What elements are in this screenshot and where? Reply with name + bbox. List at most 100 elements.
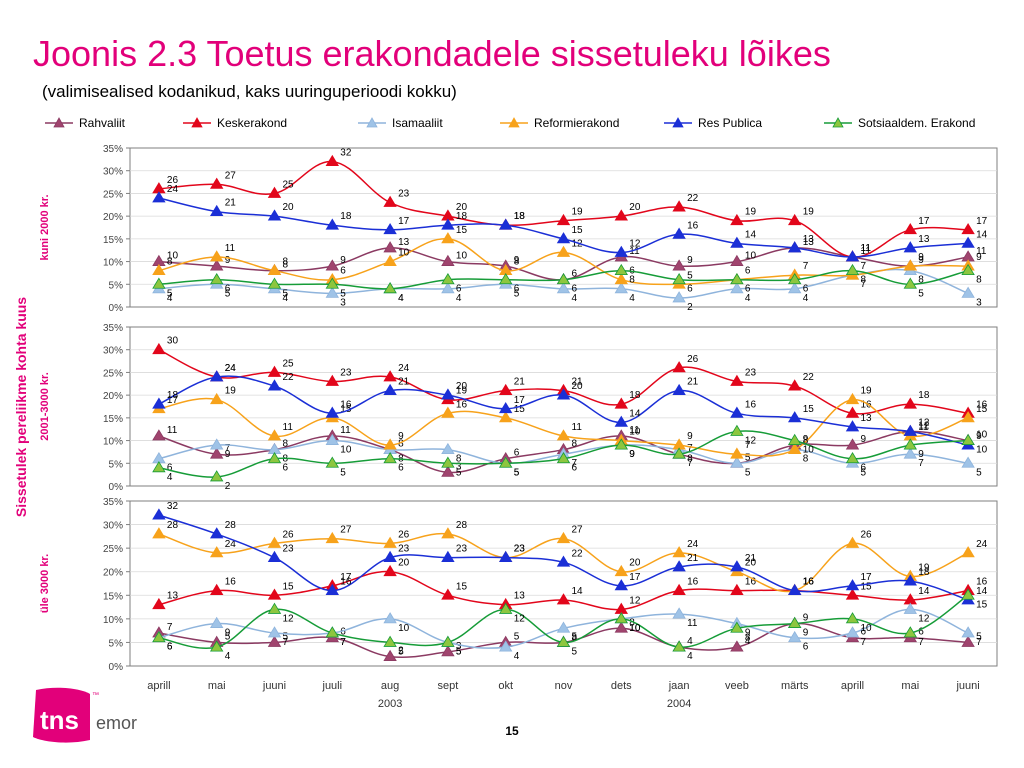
data-point-0-4-0 bbox=[152, 191, 166, 203]
data-point-2-5-4 bbox=[383, 635, 397, 647]
data-point-1-2-3 bbox=[325, 433, 340, 445]
panel-frame-2 bbox=[129, 500, 998, 667]
data-label-2-4-6: 23 bbox=[514, 544, 526, 555]
data-point-1-3-10 bbox=[730, 447, 744, 459]
data-point-1-4-12 bbox=[845, 420, 860, 432]
data-point-2-0-2 bbox=[267, 635, 282, 647]
x-tick-label-5: sept bbox=[438, 680, 459, 692]
data-label-2-3-13: 19 bbox=[918, 562, 930, 573]
data-point-0-5-7 bbox=[556, 272, 571, 285]
data-point-2-4-4 bbox=[383, 550, 397, 562]
x-tick-label-0: aprill bbox=[147, 680, 170, 692]
data-label-0-0-2: 8 bbox=[283, 260, 289, 271]
data-label-0-4-1: 21 bbox=[225, 198, 237, 209]
legend-label-2: Isamaaliit bbox=[392, 116, 443, 130]
data-label-1-5-13: 9 bbox=[918, 449, 924, 460]
data-label-1-1-7: 21 bbox=[572, 377, 584, 388]
data-point-2-3-3 bbox=[325, 531, 340, 544]
data-point-0-2-10 bbox=[730, 282, 744, 294]
data-point-2-1-5 bbox=[441, 588, 455, 600]
y-tick-label: 15% bbox=[103, 591, 123, 602]
data-point-2-2-13 bbox=[903, 602, 918, 614]
data-point-1-4-9 bbox=[672, 383, 686, 396]
data-label-2-0-9: 4 bbox=[687, 636, 693, 647]
data-label-1-3-6: 15 bbox=[514, 404, 526, 415]
data-label-1-2-0: 6 bbox=[167, 463, 173, 474]
data-label-1-4-3: 16 bbox=[340, 399, 352, 410]
y-tick-label: 5% bbox=[109, 638, 124, 649]
data-label-1-2-11: 8 bbox=[803, 454, 809, 465]
data-label-2-2-1: 9 bbox=[225, 628, 231, 639]
data-point-1-5-5 bbox=[441, 456, 455, 468]
data-label-1-5-5: 5 bbox=[456, 467, 462, 478]
data-label-0-2-4: 4 bbox=[398, 293, 404, 304]
data-label-0-0-11: 13 bbox=[803, 237, 815, 248]
data-point-2-1-2 bbox=[267, 588, 282, 600]
legend-marker-4 bbox=[672, 117, 684, 128]
data-label-1-2-14: 5 bbox=[976, 467, 982, 478]
data-label-2-5-5: 5 bbox=[456, 646, 462, 657]
data-label-1-3-11: 8 bbox=[803, 436, 809, 447]
data-label-1-3-8: 10 bbox=[629, 427, 641, 438]
data-point-2-1-7 bbox=[556, 593, 571, 605]
x-tick-label-2: juuni bbox=[262, 680, 286, 692]
data-label-2-2-5: 5 bbox=[456, 646, 462, 657]
data-point-0-5-0 bbox=[152, 277, 166, 289]
data-label-2-4-12: 17 bbox=[861, 572, 873, 583]
data-point-0-5-13 bbox=[903, 277, 918, 289]
data-point-0-5-1 bbox=[209, 272, 224, 285]
data-point-2-4-9 bbox=[672, 560, 686, 572]
data-point-2-2-1 bbox=[209, 616, 224, 628]
data-point-1-1-8 bbox=[614, 397, 629, 409]
y-tick-label: 5% bbox=[109, 280, 124, 291]
data-label-2-0-14: 5 bbox=[976, 631, 982, 642]
data-point-2-1-12 bbox=[845, 588, 860, 600]
data-label-0-0-3: 9 bbox=[340, 255, 346, 266]
data-point-1-5-9 bbox=[672, 447, 686, 459]
data-label-0-3-1: 11 bbox=[225, 243, 236, 254]
data-label-2-3-8: 20 bbox=[629, 558, 641, 569]
data-label-1-2-7: 7 bbox=[572, 458, 578, 469]
data-label-1-3-0: 17 bbox=[167, 395, 179, 406]
data-label-2-5-6: 12 bbox=[514, 613, 526, 624]
data-point-2-4-8 bbox=[614, 579, 629, 591]
data-label-2-4-14: 14 bbox=[976, 586, 988, 597]
data-label-2-4-5: 23 bbox=[456, 544, 468, 555]
data-point-2-5-8 bbox=[614, 612, 629, 624]
data-point-0-4-13 bbox=[903, 241, 918, 253]
data-label-1-1-6: 21 bbox=[514, 377, 526, 388]
data-point-0-0-10 bbox=[730, 254, 744, 266]
logo-mark bbox=[33, 687, 90, 743]
data-point-1-3-1 bbox=[209, 392, 224, 405]
data-label-0-1-3: 32 bbox=[340, 148, 352, 159]
data-point-2-3-9 bbox=[672, 546, 686, 558]
data-label-1-4-0: 18 bbox=[167, 390, 179, 401]
legend-marker-1 bbox=[191, 117, 203, 128]
y-tick-label: 0% bbox=[109, 662, 124, 673]
data-label-0-5-6: 6 bbox=[514, 284, 520, 295]
data-label-2-3-10: 20 bbox=[745, 558, 757, 569]
data-point-2-5-7 bbox=[556, 635, 571, 647]
data-label-0-1-8: 20 bbox=[629, 202, 641, 213]
data-label-0-0-4: 13 bbox=[398, 237, 410, 248]
data-point-2-4-7 bbox=[556, 555, 571, 567]
data-label-2-1-1: 16 bbox=[225, 577, 237, 588]
data-label-0-0-7: 6 bbox=[572, 269, 578, 280]
data-label-1-1-8: 18 bbox=[629, 390, 641, 401]
data-point-2-0-5 bbox=[441, 645, 455, 657]
data-label-0-2-6: 5 bbox=[514, 288, 520, 299]
y-tick-label: 30% bbox=[103, 521, 123, 532]
data-label-1-5-2: 6 bbox=[283, 463, 289, 474]
data-label-0-2-11: 4 bbox=[803, 293, 809, 304]
data-label-1-0-13: 12 bbox=[918, 420, 930, 431]
data-point-0-4-8 bbox=[614, 245, 629, 257]
data-label-2-1-7: 14 bbox=[572, 586, 584, 597]
data-label-0-4-0: 24 bbox=[167, 184, 179, 195]
data-point-2-4-6 bbox=[498, 550, 513, 562]
y-tick-label: 30% bbox=[103, 346, 123, 357]
data-point-2-0-14 bbox=[961, 635, 975, 647]
data-label-2-2-2: 7 bbox=[283, 637, 289, 648]
data-point-1-3-2 bbox=[267, 429, 282, 441]
logo-tm: ™ bbox=[92, 692, 99, 699]
data-point-0-2-5 bbox=[441, 282, 455, 294]
